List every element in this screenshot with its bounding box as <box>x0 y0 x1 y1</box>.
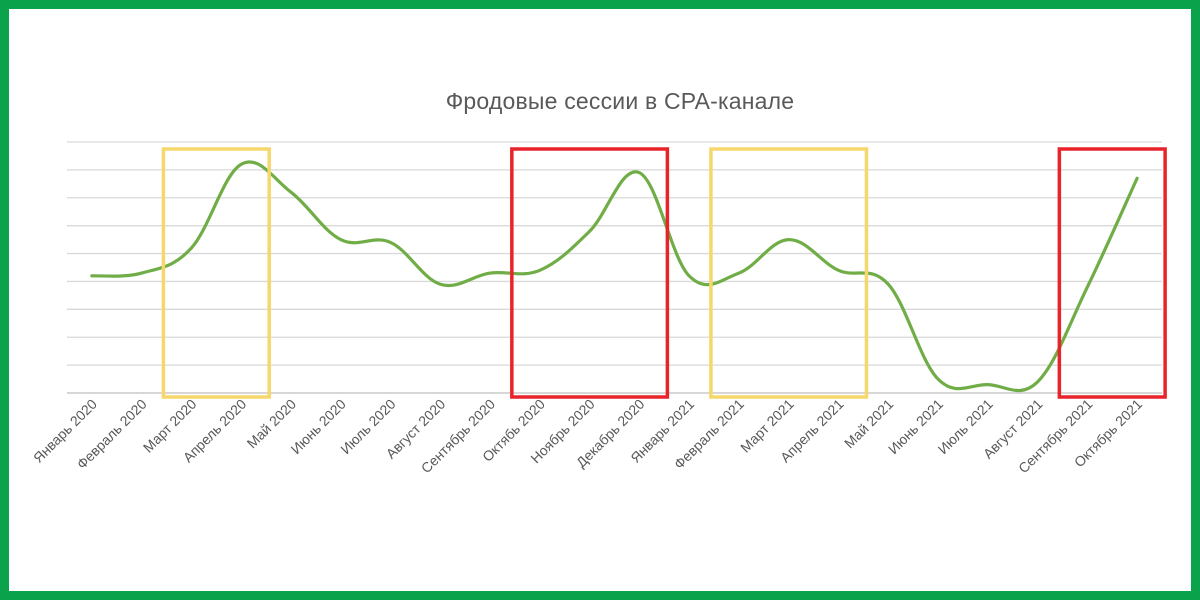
data-point <box>787 238 791 242</box>
data-point <box>986 383 990 387</box>
data-point <box>438 282 442 286</box>
data-point <box>538 268 542 272</box>
data-point <box>1036 380 1040 384</box>
data-point <box>588 229 592 233</box>
data-point <box>687 274 691 278</box>
data-point <box>836 268 840 272</box>
data-point <box>886 282 890 286</box>
series-line <box>90 160 1139 393</box>
data-point <box>239 162 243 166</box>
data-point <box>339 238 343 242</box>
data-point <box>637 171 641 175</box>
highlight-box <box>161 147 271 399</box>
data-point <box>289 190 293 194</box>
data-point <box>140 271 144 275</box>
data-point <box>189 246 193 250</box>
data-point <box>389 240 393 244</box>
highlight-box <box>1057 147 1167 399</box>
data-point <box>936 377 940 381</box>
data-point <box>1135 176 1139 180</box>
data-point <box>1085 285 1089 289</box>
highlight-box <box>510 147 670 399</box>
data-point <box>488 271 492 275</box>
data-point <box>737 271 741 275</box>
data-point <box>90 274 94 278</box>
highlight-box <box>709 147 869 399</box>
chart-title: Фродовые сессии в CPA-канале <box>445 88 795 114</box>
